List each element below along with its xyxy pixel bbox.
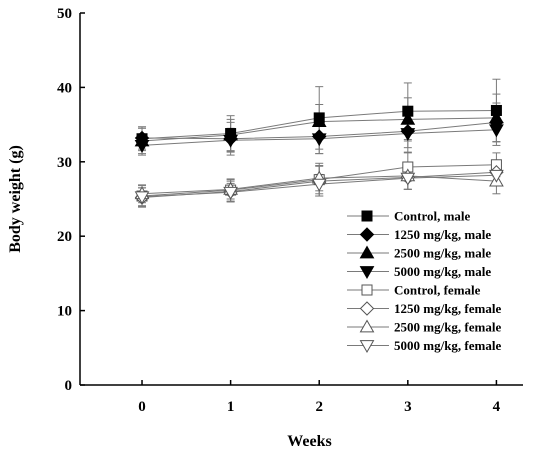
x-tick-label: 0	[138, 399, 146, 415]
y-axis-title: Body weight (g)	[7, 145, 24, 253]
legend-label: 5000 mg/kg, female	[394, 338, 501, 353]
y-tick-label: 0	[65, 378, 73, 394]
legend-label: 2500 mg/kg, male	[394, 246, 491, 261]
legend-marker-triangle-down-filled	[359, 266, 375, 280]
data-point-triangle-up-filled-marker	[489, 110, 504, 124]
ticks-layer: 0 10 20 30 40 50 0 1 2 3 4	[57, 6, 501, 415]
legend-marker-diamond-filled	[359, 227, 375, 242]
data-point-triangle-down-filled-marker	[311, 133, 327, 147]
legend-label: Control, female	[394, 283, 481, 298]
legend-item: 1250 mg/kg, male	[347, 227, 491, 242]
data-point-triangle-down-open-marker	[223, 186, 238, 200]
x-axis-title: Weeks	[287, 433, 331, 450]
x-tick-label: 3	[404, 399, 412, 415]
legend-item: 2500 mg/kg, male	[347, 245, 491, 261]
y-tick-label: 40	[57, 80, 72, 96]
data-point-triangle-down-open-marker	[134, 191, 150, 205]
legend-item: 2500 mg/kg, female	[347, 319, 501, 335]
data-point-triangle-down-open-marker	[311, 178, 327, 192]
legend-marker-triangle-up-open	[359, 319, 375, 333]
y-tick-label: 10	[57, 304, 72, 320]
legend-item: 5000 mg/kg, female	[347, 338, 501, 354]
axes-layer	[79, 13, 523, 386]
y-tick-label: 20	[57, 229, 72, 245]
x-tick-label: 1	[227, 399, 235, 415]
legend-marker-triangle-up-filled	[359, 245, 375, 259]
legend-marker-square-filled	[361, 210, 373, 222]
data-point-triangle-up-filled-marker	[311, 114, 327, 127]
x-tick-label: 4	[493, 399, 501, 415]
data-point-triangle-down-filled-marker	[489, 124, 504, 138]
legend-marker-diamond-open	[359, 301, 375, 316]
data-point-triangle-down-open-marker	[489, 169, 504, 183]
legend: Control, male 1250 mg/kg, male 2500 mg/kg,…	[347, 209, 501, 354]
data-point-triangle-down-filled-marker	[400, 128, 416, 142]
legend-item: 1250 mg/kg, female	[347, 301, 501, 316]
x-tick-label: 2	[315, 399, 323, 415]
data-point-triangle-up-filled-marker	[400, 111, 416, 125]
legend-label: 2500 mg/kg, female	[394, 320, 501, 335]
markers-layer	[134, 104, 504, 205]
legend-item: 5000 mg/kg, male	[347, 264, 491, 280]
legend-label: 1250 mg/kg, male	[394, 227, 491, 242]
legend-label: 5000 mg/kg, male	[394, 264, 491, 279]
legend-label: 1250 mg/kg, female	[394, 301, 501, 316]
legend-marker-triangle-down-open	[359, 340, 375, 354]
legend-item: Control, female	[347, 283, 481, 298]
legend-marker-square-open	[361, 284, 373, 296]
legend-label: Control, male	[394, 209, 471, 224]
data-point-triangle-down-filled-marker	[223, 134, 238, 148]
data-point-triangle-down-filled-marker	[134, 140, 150, 153]
y-tick-label: 50	[57, 6, 72, 22]
data-point-triangle-down-open-marker	[400, 172, 416, 186]
y-tick-label: 30	[57, 155, 72, 171]
legend-item: Control, male	[347, 209, 471, 224]
